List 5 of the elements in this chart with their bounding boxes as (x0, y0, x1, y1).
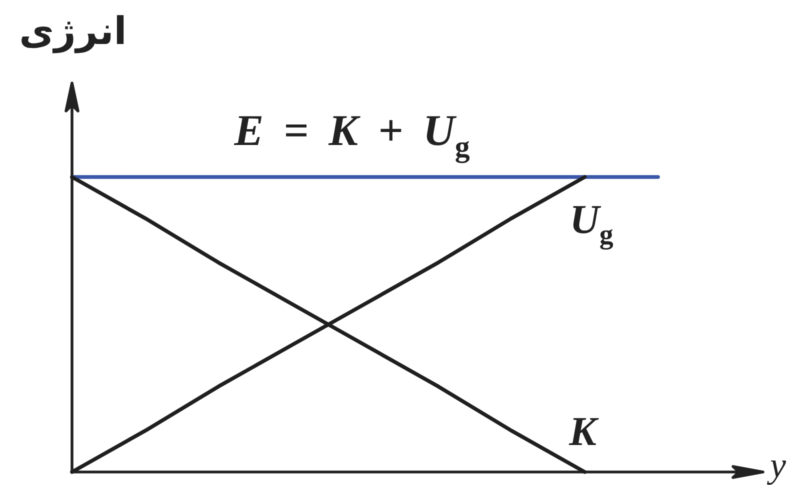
series-label: K (568, 408, 600, 454)
y-axis-title: انرژی (19, 9, 127, 54)
x-axis-title: y (767, 445, 786, 485)
series-label: E = K + U$_{g}$ (233, 106, 470, 164)
series-label: U$_{g}$ (570, 196, 614, 251)
